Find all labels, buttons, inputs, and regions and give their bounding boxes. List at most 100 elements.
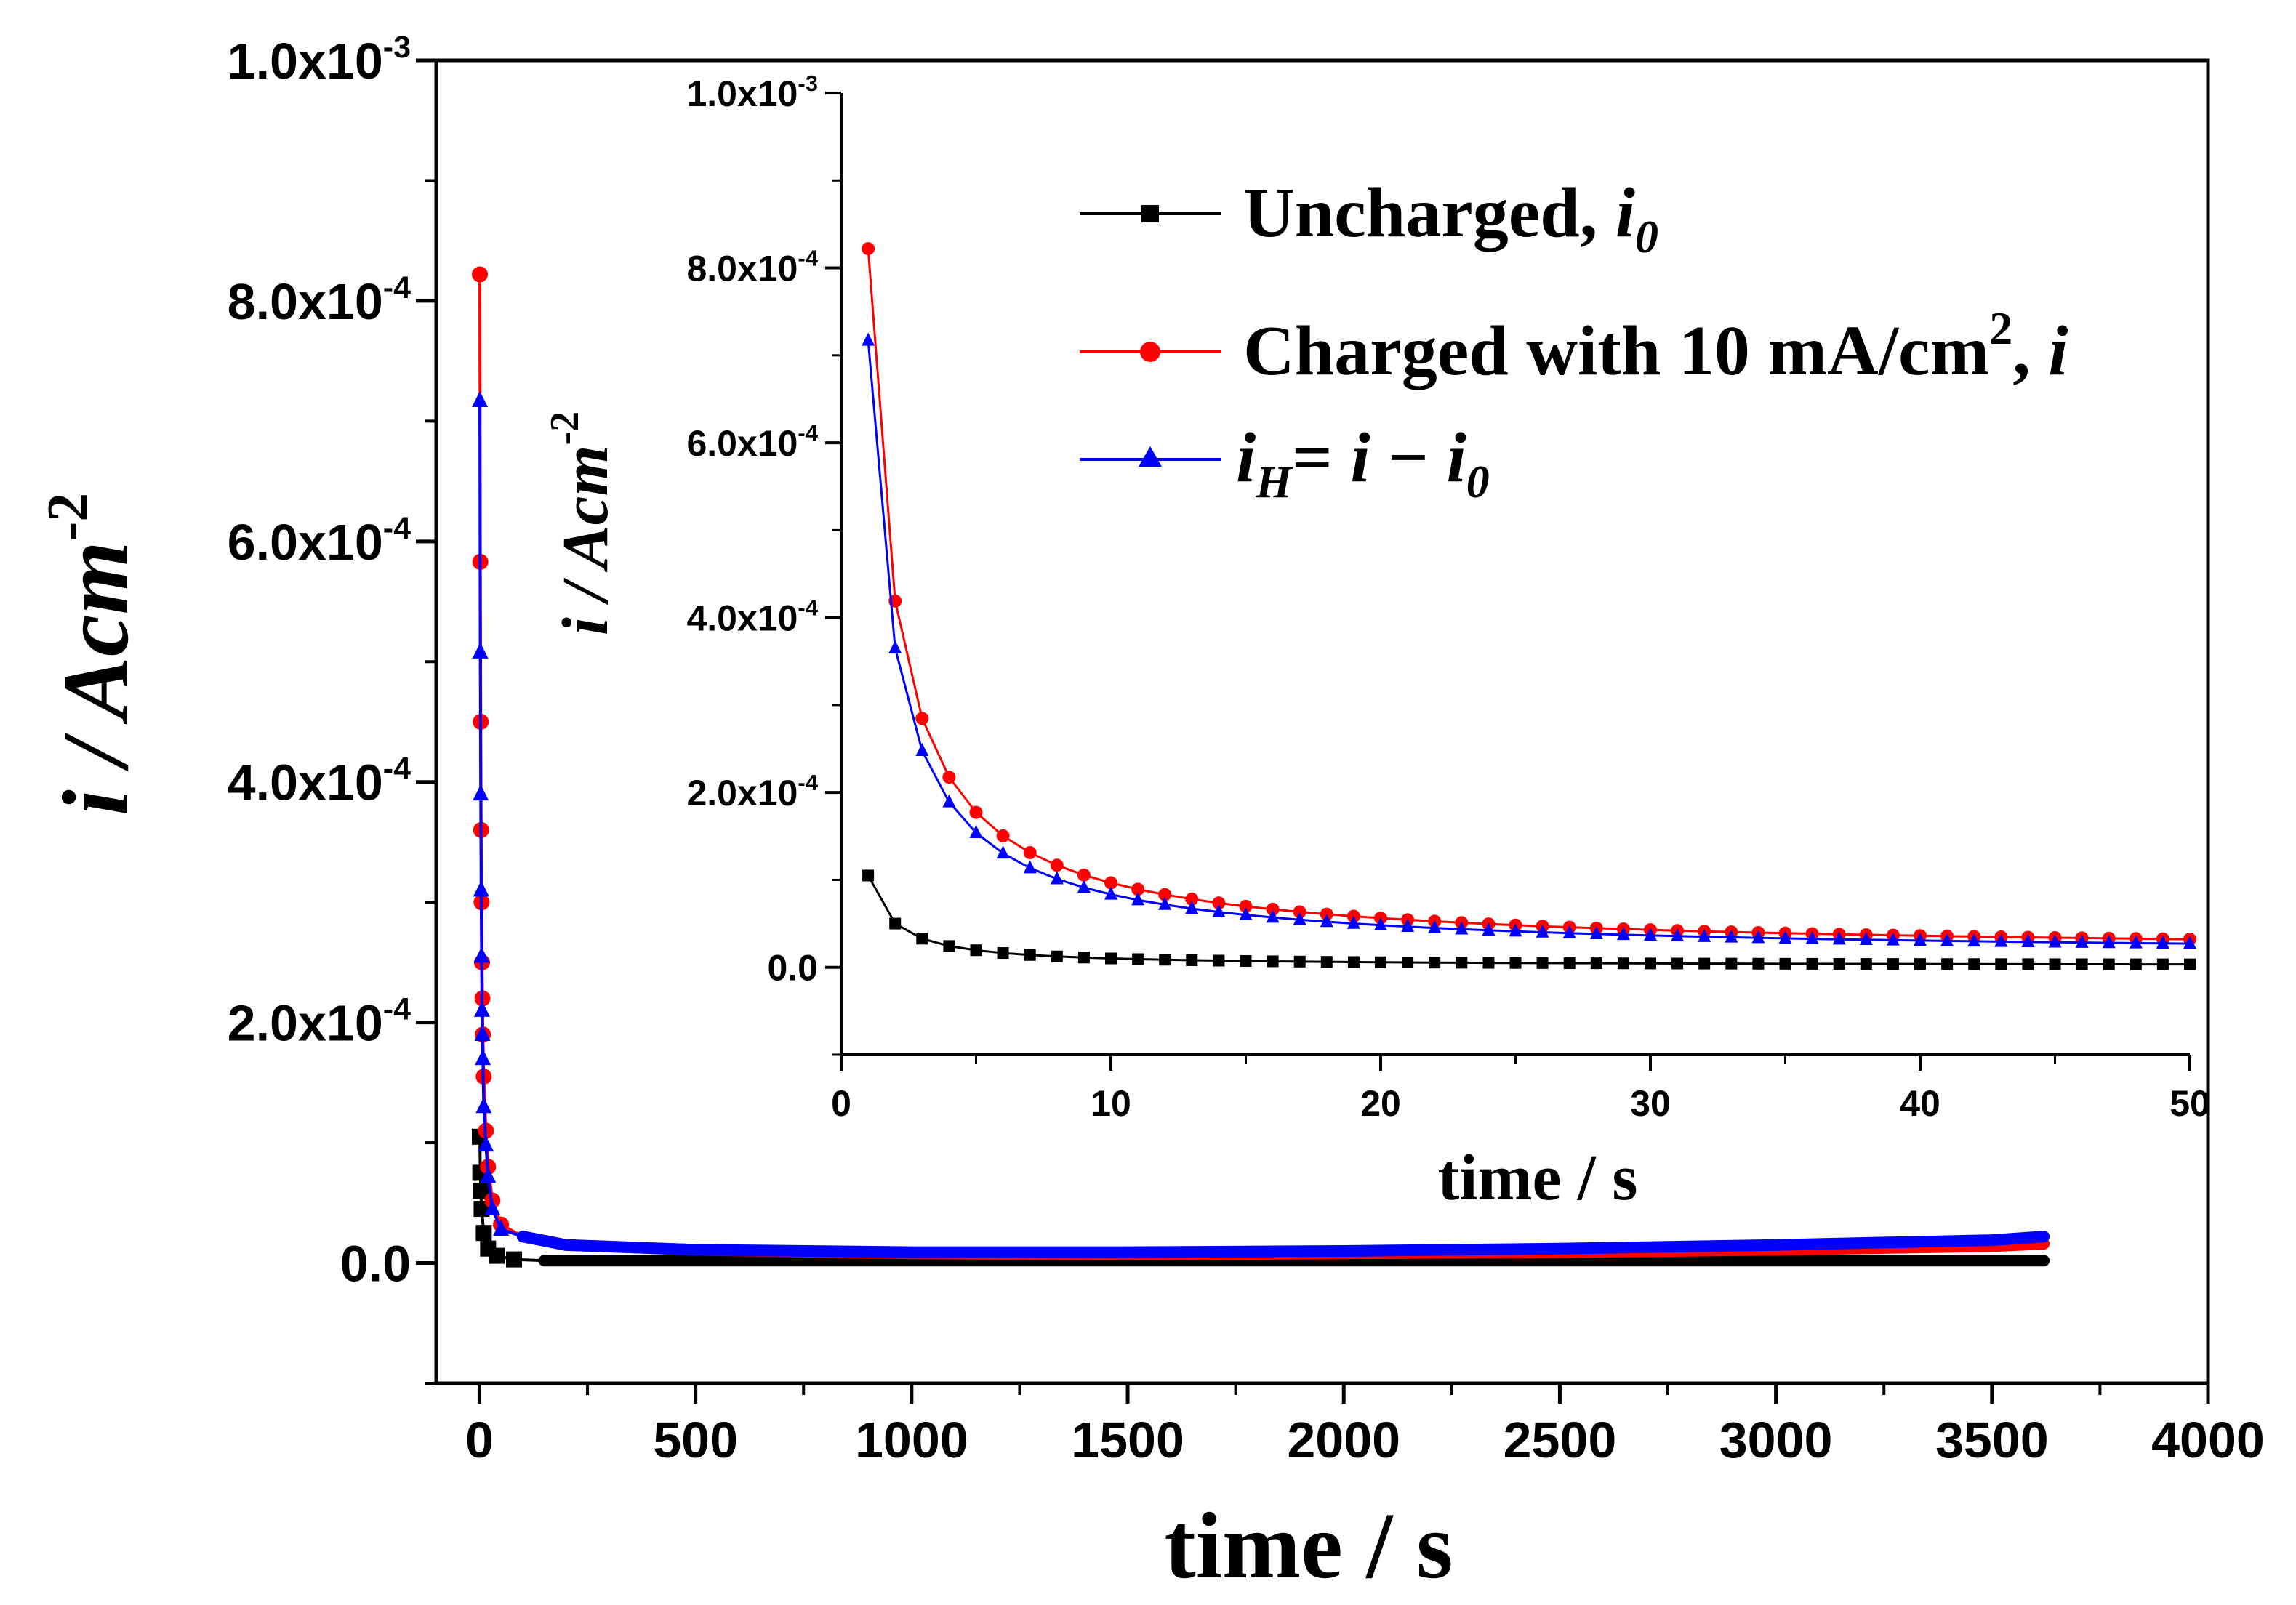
main-series-marker: [505, 1251, 522, 1268]
inset-series-marker: [1050, 871, 1064, 885]
inset-series-marker: [1239, 899, 1253, 913]
main-series-marker: [472, 266, 489, 283]
main-series-line: [478, 401, 2044, 1254]
inset-series-marker: [1212, 896, 1226, 910]
legend-marker-square: [1141, 205, 1159, 222]
legend-entry-hydrogen: iH= i − i0: [1080, 419, 1490, 507]
legend-entry-charged: Charged with 10 mA/cm2, i: [1080, 302, 2068, 390]
inset-series-marker: [1563, 957, 1576, 970]
inset-x-ticks: 0 10 20 30 40 50: [831, 1055, 2210, 1124]
inset-y-tick-label-base: 0.0: [767, 948, 818, 989]
inset-series-marker: [2103, 958, 2115, 970]
inset-series-marker: [996, 829, 1010, 842]
inset-series-marker: [1752, 957, 1765, 970]
inset-series-marker: [915, 743, 929, 757]
main-x-tick-label: 4000: [2151, 1412, 2265, 1468]
inset-series-marker: [1617, 957, 1629, 970]
legend: Uncharged, i0 Charged with 10 mA/cm2, i …: [1080, 174, 2068, 507]
main-series-marker-band: [516, 1231, 2050, 1258]
inset-series-marker: [1590, 957, 1602, 970]
inset-series-marker: [889, 917, 902, 930]
main-series-marker: [478, 1135, 494, 1152]
inset-series-marker: [916, 933, 928, 945]
inset-x-tick-label: 10: [1091, 1083, 1131, 1124]
inset-series-marker: [1805, 930, 1819, 944]
inset-series-marker: [1266, 902, 1280, 916]
inset-series-marker: [1509, 957, 1522, 969]
inset-series-marker: [1401, 918, 1415, 932]
main-y-tick-label-base: 8.0x10: [228, 273, 383, 330]
inset-series-marker: [1293, 905, 1306, 919]
inset-series-marker: [862, 869, 875, 882]
main-series-marker: [473, 880, 489, 897]
inset-series-marker: [1832, 931, 1846, 945]
main-x-tick-label: 500: [653, 1412, 738, 1468]
inset-y-tick-label-exp: -4: [798, 595, 818, 621]
inset-series-marker: [1456, 957, 1468, 969]
inset-series-marker: [1185, 892, 1199, 906]
main-series-marker: [480, 1167, 497, 1183]
inset-y-tick-label: 6.0x10-4: [686, 420, 818, 464]
inset-series-marker: [888, 640, 902, 653]
legend-text-charged: Charged with 10 mA/cm2, i: [1243, 302, 2068, 390]
inset-series-marker: [1239, 906, 1253, 920]
inset-y-tick-label-base: 1.0x10: [686, 73, 798, 114]
inset-x-tick-label: 30: [1630, 1083, 1671, 1124]
main-y-tick-label: 0.0: [340, 1236, 411, 1292]
inset-series-marker: [2102, 935, 2116, 949]
inset-series-marker: [1050, 858, 1064, 872]
inset-series-marker: [862, 242, 875, 256]
main-series-marker: [473, 1183, 489, 1199]
inset-series-marker: [1859, 932, 1873, 946]
inset-series-marker: [1077, 868, 1091, 882]
inset-series-marker: [1455, 921, 1469, 935]
inset-series-marker: [1778, 930, 1792, 944]
main-y-tick-label-base: 6.0x10: [228, 514, 383, 571]
main-x-axis-label: time / s: [1164, 1494, 1453, 1598]
main-x-tick-label: 3500: [1935, 1412, 2049, 1468]
inset-y-tick-label-base: 8.0x10: [686, 249, 798, 289]
inset-series-marker: [2076, 958, 2088, 970]
inset-series-marker: [1967, 933, 1981, 947]
inset-y-tick-label-base: 2.0x10: [686, 773, 798, 813]
main-series-layer: [472, 266, 2050, 1268]
main-x-tick-label: 2000: [1287, 1412, 1400, 1468]
inset-series-marker: [1914, 933, 1927, 946]
inset-series-marker: [1886, 932, 1900, 946]
inset-series-marker: [2048, 934, 2062, 948]
main-x-tick-label: 1000: [855, 1412, 968, 1468]
inset-series-marker: [1860, 958, 1872, 970]
main-y-tick-label: 2.0x10-4: [228, 992, 411, 1052]
inset-series-marker: [1536, 924, 1549, 938]
inset-series-marker: [1185, 901, 1199, 914]
main-y-axis-label-text: i / Acm: [44, 541, 148, 816]
inset-series-marker: [1131, 892, 1145, 906]
inset-series-marker: [2156, 936, 2169, 949]
inset-chart: 0 10 20 30 40 50 0.02.0x10-44.0x10-46.0x10-48…: [542, 71, 2210, 1214]
inset-series-marker: [1482, 957, 1495, 969]
inset-x-tick-label: 40: [1900, 1083, 1940, 1124]
legend-marker-triangle: [1139, 446, 1162, 467]
main-series-marker: [484, 1199, 501, 1215]
main-y-ticks: 0.02.0x10-44.0x10-46.0x10-48.0x10-41.0x1…: [228, 30, 436, 1385]
inset-series-marker: [1644, 928, 1657, 941]
main-y-tick-label-exp: -4: [383, 270, 411, 305]
inset-series-marker: [997, 947, 1009, 960]
inset-series-marker: [1941, 958, 1954, 970]
inset-series-marker: [2049, 958, 2061, 970]
inset-x-tick-label: 50: [2169, 1083, 2210, 1124]
main-y-tick-label-base: 0.0: [340, 1236, 411, 1292]
inset-y-tick-label: 1.0x10-3: [686, 71, 818, 114]
inset-series-marker: [1267, 955, 1279, 968]
inset-x-axis-label: time / s: [1438, 1142, 1638, 1214]
main-plot-frame: [434, 58, 2210, 1385]
inset-series-marker: [1806, 957, 1818, 970]
inset-series-marker: [1346, 915, 1360, 929]
inset-series-marker: [1995, 958, 2007, 970]
inset-series-marker: [1940, 933, 1954, 946]
inset-y-tick-label-exp: -4: [798, 420, 818, 446]
inset-series-marker: [1725, 957, 1738, 970]
inset-series-marker: [1589, 926, 1603, 940]
main-series-marker: [474, 1000, 491, 1017]
